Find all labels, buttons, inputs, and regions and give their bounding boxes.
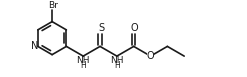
Text: NH: NH: [77, 56, 90, 65]
Text: NH: NH: [110, 56, 124, 65]
Text: H: H: [114, 61, 120, 70]
Text: N: N: [31, 41, 38, 51]
Text: O: O: [131, 23, 139, 33]
Text: O: O: [147, 51, 154, 61]
Text: H: H: [80, 61, 86, 70]
Text: Br: Br: [48, 1, 58, 10]
Text: S: S: [98, 23, 104, 33]
